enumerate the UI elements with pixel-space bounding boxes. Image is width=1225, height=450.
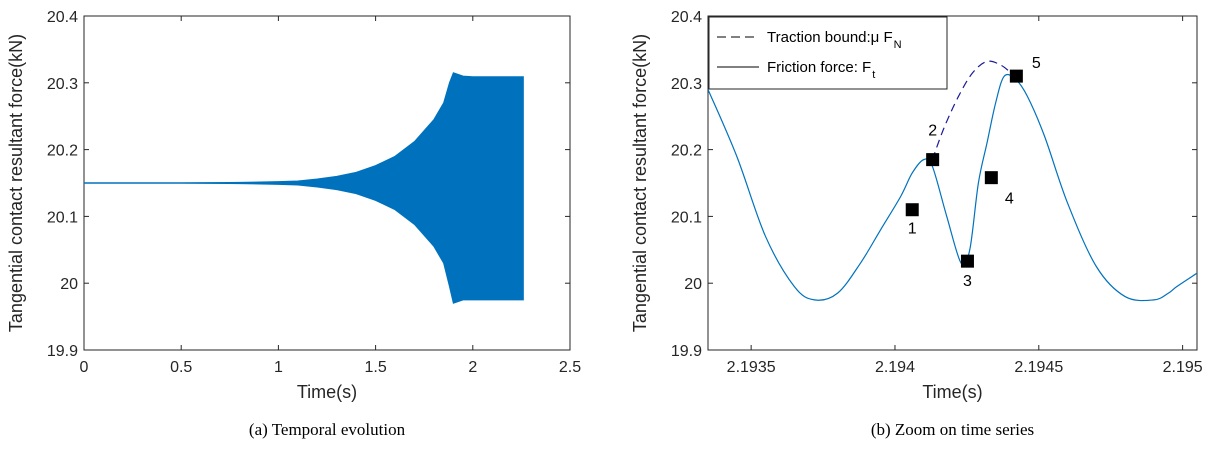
legend-entry-subscript: N [894,39,902,51]
x-tick-label: 2.194 [875,359,915,376]
y-tick-label: 19.9 [47,343,78,360]
point-label-3: 3 [963,273,972,290]
friction-force-line [708,73,1197,302]
x-tick-label: 2.1945 [1014,359,1063,376]
point-label-1: 1 [908,221,917,238]
x-tick-label: 0.5 [170,359,192,376]
chart-panel-a: 0 0.5 1 1.5 2 2.5 19.9 20 20.1 20.2 20.3 20.4 Time(s… [6,9,581,439]
chart-panel-b: 2.1935 2.194 2.1945 2.195 19.9 20 20.1 20.2 20.3… [630,9,1203,439]
figure-caption: (b) Zoom on time series [871,420,1034,439]
y-tick-label: 20.2 [671,143,702,160]
legend-entry-subscript: t [872,69,875,81]
y-tick-label: 20.1 [671,209,702,226]
y-tick-label: 19.9 [671,343,702,360]
point-label-5: 5 [1032,55,1041,72]
y-tick-label: 20 [60,276,78,293]
x-tick-label: 2.195 [1163,359,1203,376]
y-tick-label: 20.1 [47,209,78,226]
x-axis-label: Time(s) [297,382,357,402]
point-marker-4 [984,171,998,185]
y-tick-label: 20.4 [47,9,78,26]
y-tick-label: 20.3 [47,76,78,93]
y-tick-label: 20.4 [671,9,702,26]
x-tick-label: 0 [80,359,89,376]
figure-caption: (a) Temporal evolution [249,420,406,439]
x-axis-label: Time(s) [922,382,982,402]
y-tick-label: 20.2 [47,143,78,160]
point-label-2: 2 [928,123,937,140]
legend-entry-label: Traction bound:μ F [767,29,893,46]
y-tick-label: 20 [684,276,702,293]
y-tick-label: 20.3 [671,76,702,93]
point-marker-2 [926,153,940,167]
point-marker-5 [1009,69,1023,83]
y-axis-label: Tangential contact resultant force(kN) [6,34,26,332]
x-tick-label: 2 [468,359,477,376]
legend-box [708,16,948,90]
plot-area-frame [707,15,1198,351]
series-line [84,182,524,190]
x-tick-label: 2.1935 [727,359,776,376]
x-tick-label: 1 [274,359,283,376]
x-tick-label: 2.5 [559,359,581,376]
point-marker-3 [960,254,974,268]
traction-bound-line [931,60,1014,160]
x-tick-label: 1.5 [364,359,386,376]
point-marker-1 [905,203,919,217]
y-axis-label: Tangential contact resultant force(kN) [630,34,650,332]
point-label-4: 4 [1005,191,1014,208]
legend-entry-label: Friction force: F [767,59,871,76]
